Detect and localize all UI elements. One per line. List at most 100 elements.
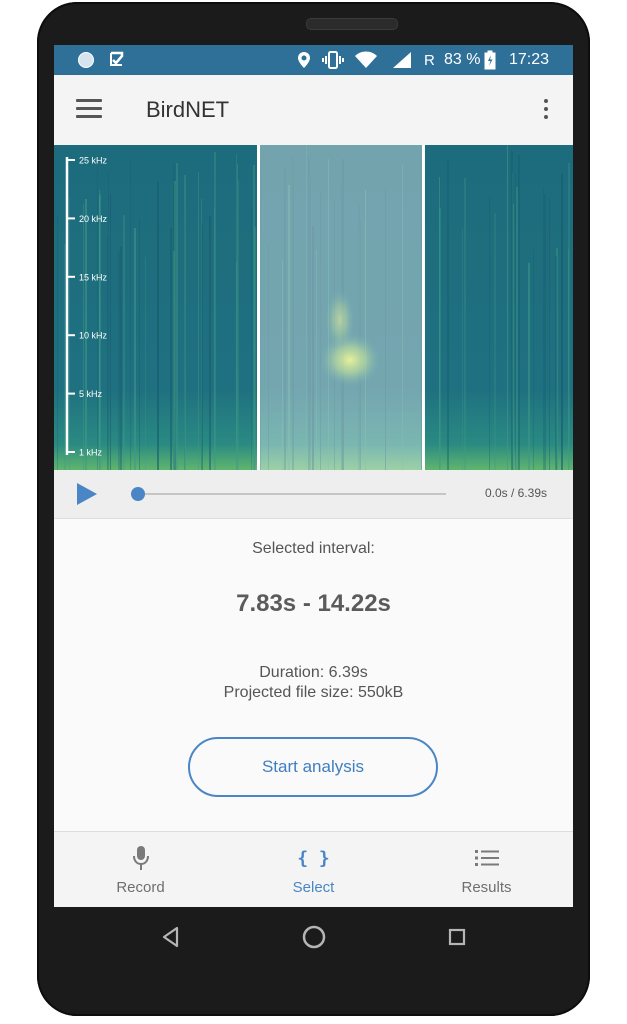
noise-streak bbox=[57, 215, 58, 470]
seek-track[interactable] bbox=[138, 493, 446, 495]
nav-results[interactable]: Results bbox=[400, 832, 573, 907]
noise-streak bbox=[145, 257, 146, 470]
signal-icon bbox=[392, 45, 412, 75]
noise-streak bbox=[292, 157, 294, 470]
file-size-text: Projected file size: 550kB bbox=[223, 684, 404, 701]
noise-streak bbox=[543, 187, 544, 470]
noise-streak bbox=[308, 158, 310, 470]
noise-streak bbox=[507, 145, 508, 470]
location-icon bbox=[297, 45, 311, 75]
noise-streak bbox=[214, 207, 215, 470]
time-readout: 0.0s / 6.39s bbox=[484, 486, 547, 500]
selection-right-handle[interactable] bbox=[422, 145, 425, 470]
noise-streak bbox=[489, 197, 490, 470]
bottom-navigation: Record { } Select Results bbox=[54, 831, 573, 907]
seek-thumb[interactable] bbox=[131, 487, 145, 501]
home-icon[interactable] bbox=[300, 923, 328, 951]
noise-streak bbox=[515, 174, 516, 470]
noise-streak bbox=[253, 165, 255, 470]
noise-streak bbox=[516, 187, 518, 470]
noise-streak bbox=[201, 199, 202, 470]
nav-record-label: Record bbox=[116, 879, 165, 896]
noise-streak bbox=[85, 199, 87, 470]
noise-streak bbox=[174, 184, 176, 470]
sync-circle-icon bbox=[78, 45, 94, 75]
noise-streak bbox=[173, 251, 175, 470]
audio-player: 0.0s / 6.39s bbox=[54, 470, 573, 519]
noise-streak bbox=[462, 229, 463, 470]
noise-streak bbox=[184, 175, 186, 470]
system-navigation bbox=[54, 907, 573, 967]
nav-select[interactable]: { } Select bbox=[227, 832, 400, 907]
start-analysis-button[interactable]: Start analysis bbox=[188, 737, 438, 797]
noise-streak bbox=[69, 198, 70, 470]
noise-streak bbox=[284, 167, 286, 470]
noise-streak bbox=[201, 223, 203, 470]
noise-streak bbox=[170, 228, 172, 470]
roaming-indicator: R bbox=[424, 51, 435, 69]
noise-streak bbox=[310, 178, 311, 470]
noise-streak bbox=[134, 228, 136, 470]
noise-streak bbox=[513, 204, 514, 470]
frequency-ticks: 25 kHz 20 kHz 15 kHz 10 kHz 5 kHz 1 kHz bbox=[67, 156, 108, 458]
nav-record[interactable]: Record bbox=[54, 832, 227, 907]
play-icon[interactable] bbox=[77, 483, 97, 505]
nav-results-label: Results bbox=[461, 879, 512, 896]
noise-streak bbox=[173, 165, 175, 470]
noise-streak bbox=[402, 165, 403, 470]
frequency-label: 25 kHz bbox=[79, 156, 108, 166]
noise-streak bbox=[130, 158, 131, 470]
app-bar: BirdNET bbox=[54, 75, 573, 145]
noise-streak bbox=[464, 178, 466, 470]
noise-streak bbox=[561, 174, 563, 470]
noise-streak bbox=[198, 172, 199, 470]
noise-streak bbox=[512, 173, 513, 470]
vibrate-icon bbox=[322, 45, 344, 75]
check-icon bbox=[108, 45, 126, 75]
noise-streak bbox=[251, 207, 252, 470]
recents-icon[interactable] bbox=[443, 923, 471, 951]
noise-streak bbox=[421, 174, 422, 470]
frequency-label: 1 kHz bbox=[79, 448, 103, 458]
frequency-label: 5 kHz bbox=[79, 389, 103, 399]
noise-streak bbox=[64, 244, 66, 470]
back-icon[interactable] bbox=[157, 923, 185, 951]
noise-streak bbox=[100, 194, 101, 470]
noise-streak bbox=[288, 185, 290, 470]
noise-streak bbox=[282, 261, 283, 470]
more-vert-icon[interactable] bbox=[536, 99, 556, 123]
frequency-label: 20 kHz bbox=[79, 214, 108, 224]
noise-streak bbox=[214, 152, 216, 470]
selection-left-handle[interactable] bbox=[257, 145, 260, 470]
noise-streak bbox=[528, 263, 530, 470]
noise-streak bbox=[254, 227, 256, 470]
noise-streak bbox=[174, 181, 176, 470]
noise-streak bbox=[209, 216, 211, 470]
selection-overlay[interactable] bbox=[258, 145, 423, 470]
noise-streak bbox=[110, 194, 111, 470]
status-time: 17:23 bbox=[509, 51, 550, 68]
noise-streak bbox=[108, 171, 109, 470]
noise-streak bbox=[236, 262, 237, 470]
noise-streak bbox=[555, 256, 557, 470]
noise-streak bbox=[549, 197, 550, 470]
noise-streak bbox=[123, 215, 125, 470]
hamburger-menu-icon[interactable] bbox=[76, 99, 102, 121]
app-title: BirdNET bbox=[146, 97, 230, 122]
interval-value: 7.83s - 14.22s bbox=[236, 590, 391, 617]
battery-icon bbox=[484, 45, 496, 75]
noise-streak bbox=[447, 161, 449, 470]
spectrogram[interactable]: 25 kHz 20 kHz 15 kHz 10 kHz 5 kHz 1 kHz bbox=[54, 145, 573, 470]
microphone-icon bbox=[54, 844, 227, 872]
noise-streak bbox=[533, 248, 534, 470]
noise-streak bbox=[236, 154, 237, 470]
noise-streak bbox=[99, 196, 100, 470]
frequency-label: 10 kHz bbox=[79, 331, 108, 341]
spectrogram-canvas[interactable]: 25 kHz 20 kHz 15 kHz 10 kHz 5 kHz 1 kHz bbox=[54, 145, 573, 470]
noise-streak bbox=[385, 188, 386, 470]
noise-streak bbox=[494, 213, 496, 470]
noise-streak bbox=[544, 194, 546, 470]
noise-streak bbox=[518, 155, 520, 470]
nav-select-label: Select bbox=[292, 879, 335, 896]
noise-streak bbox=[184, 206, 185, 470]
